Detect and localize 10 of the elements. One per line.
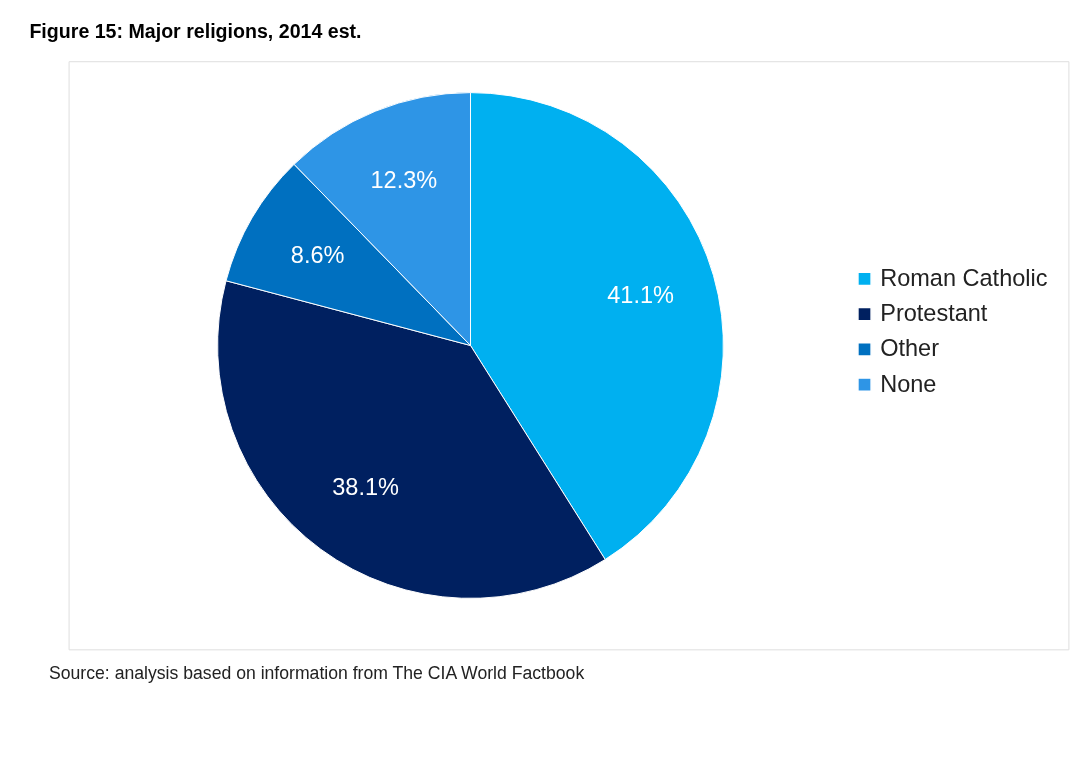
data-label: 8.6% <box>290 242 345 269</box>
data-label: 12.3% <box>370 167 438 194</box>
source-note: Source: analysis based on information from The CIA World Factbook <box>49 662 585 683</box>
chart-title: Figure 15: Major religions, 2014 est. <box>29 19 362 42</box>
legend-label: Other <box>880 335 940 362</box>
legend-label: Roman Catholic <box>880 264 1048 291</box>
legend-label: None <box>880 370 937 397</box>
legend-label: Protestant <box>880 299 988 326</box>
data-label: 38.1% <box>332 473 400 500</box>
data-label: 41.1% <box>607 282 674 309</box>
